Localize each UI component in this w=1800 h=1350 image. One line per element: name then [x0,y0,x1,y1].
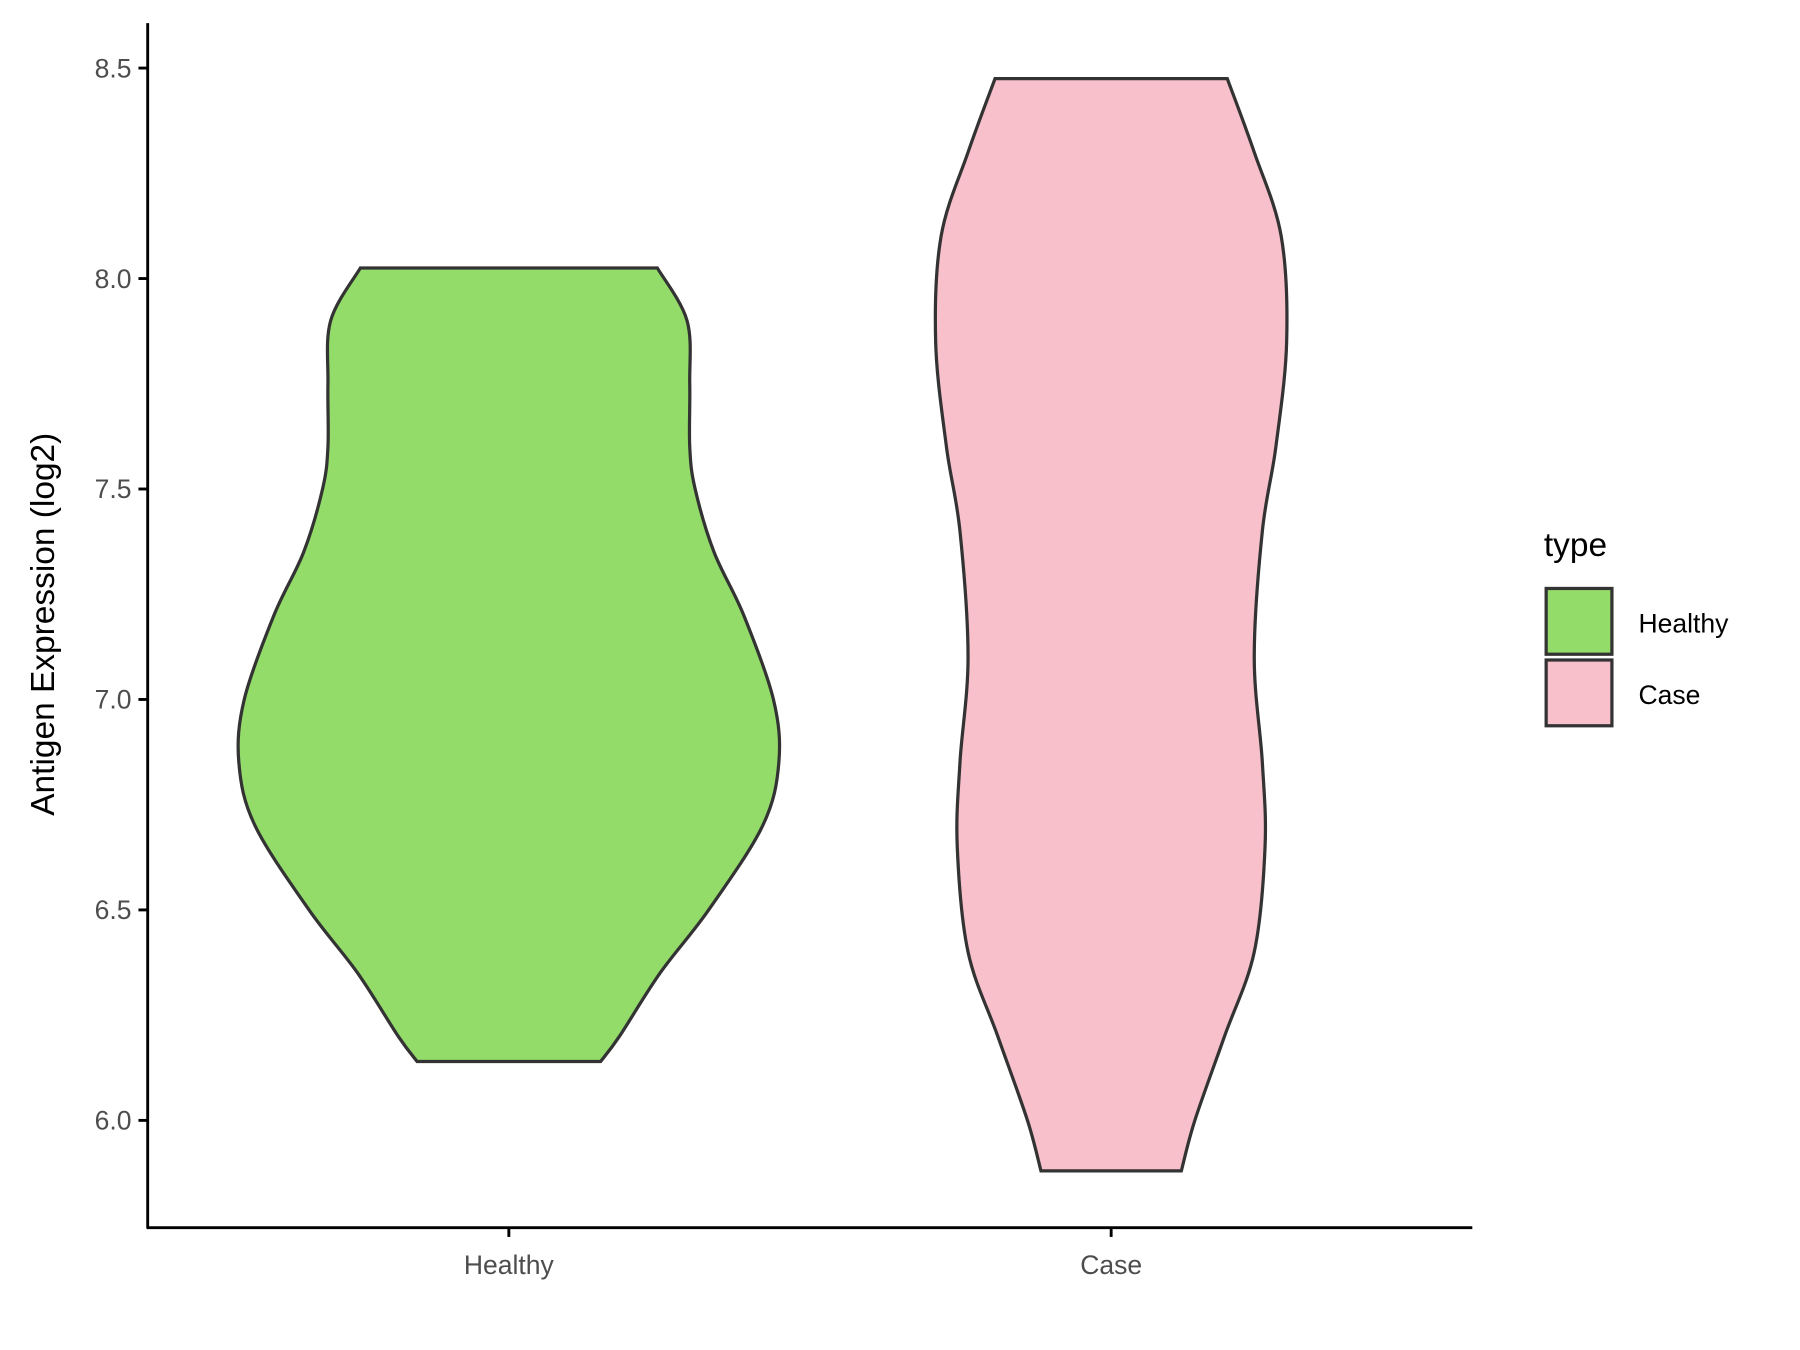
legend-label: Case [1638,680,1700,710]
violin-healthy [236,266,782,1064]
violin-case [933,76,1289,1173]
violins [236,76,1289,1173]
y-ticks: 6.0 6.5 7.0 7.5 8.0 8.5 [95,53,148,1136]
y-tick-label: 6.0 [95,1106,132,1136]
y-axis-label: Antigen Expression (log2) [25,433,62,816]
legend-label: Healthy [1638,608,1729,638]
legend-key-case [1544,658,1614,728]
y-tick-label: 7.0 [95,685,132,715]
x-ticks: Healthy Case [464,1227,1142,1280]
legend: type Healthy Case [1544,527,1729,728]
y-tick-label: 7.5 [95,474,132,504]
y-tick-label: 6.5 [95,895,132,925]
y-tick-label: 8.5 [95,53,132,83]
legend-title: type [1544,527,1607,564]
y-tick-label: 8.0 [95,264,132,294]
x-tick-label: Healthy [464,1250,555,1280]
x-tick-label: Case [1080,1250,1142,1280]
legend-key-healthy [1544,586,1614,656]
